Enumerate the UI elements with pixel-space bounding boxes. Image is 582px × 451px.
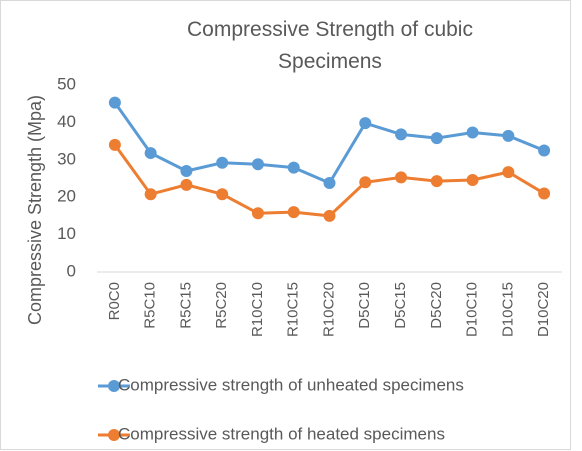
legend-marker	[108, 429, 120, 441]
data-point	[430, 132, 443, 145]
data-point	[108, 138, 121, 151]
data-point	[144, 147, 157, 160]
data-point	[216, 156, 229, 169]
x-tick-label: R10C10	[249, 282, 266, 337]
x-tick-label: D5C15	[392, 282, 409, 329]
y-tick-label: 30	[57, 149, 76, 168]
data-point	[287, 206, 300, 219]
y-tick-label: 40	[57, 112, 76, 131]
chart-title: Compressive Strength of cubic Specimens	[187, 18, 473, 73]
data-point	[502, 129, 515, 142]
data-point	[180, 178, 193, 191]
y-axis-label: Compressive Strength (Mpa)	[25, 95, 45, 325]
data-point	[359, 176, 372, 189]
data-point	[108, 96, 121, 109]
x-tick-label: D5C20	[428, 282, 445, 329]
data-point	[180, 165, 193, 178]
data-point	[251, 207, 264, 220]
x-tick-label: R10C20	[320, 282, 337, 337]
data-point	[323, 176, 336, 189]
x-tick-label: D5C10	[356, 282, 373, 329]
x-tick-label: D10C20	[535, 282, 552, 337]
data-point	[538, 144, 551, 157]
x-tick-label: R5C10	[142, 282, 159, 329]
data-point	[323, 209, 336, 222]
series-line	[113, 101, 545, 185]
x-tick-label: D10C15	[499, 282, 516, 337]
data-point	[395, 128, 408, 141]
data-point	[287, 161, 300, 174]
data-point	[538, 187, 551, 200]
y-tick-label: 0	[67, 261, 76, 280]
x-tick-label: R5C15	[177, 282, 194, 329]
x-tick-label: D10C10	[464, 282, 481, 337]
data-point	[466, 126, 479, 139]
chart-border	[0, 0, 571, 450]
legend-label: Compressive strength of heated specimens	[118, 424, 445, 443]
x-tick-label: R0C0	[106, 282, 123, 320]
legend-label: Compressive strength of unheated specime…	[118, 375, 464, 394]
x-tick-label: R10C15	[285, 282, 302, 337]
legend-marker	[108, 380, 120, 392]
data-point	[466, 173, 479, 186]
y-tick-label: 20	[57, 187, 76, 206]
data-point	[395, 171, 408, 184]
y-tick-label: 50	[57, 74, 76, 93]
data-point	[144, 188, 157, 201]
data-point	[359, 117, 372, 130]
data-point	[251, 158, 264, 171]
data-point	[430, 175, 443, 188]
data-point	[502, 166, 515, 179]
y-tick-label: 10	[57, 224, 76, 243]
x-tick-label: R5C20	[213, 282, 230, 329]
data-point	[216, 188, 229, 201]
